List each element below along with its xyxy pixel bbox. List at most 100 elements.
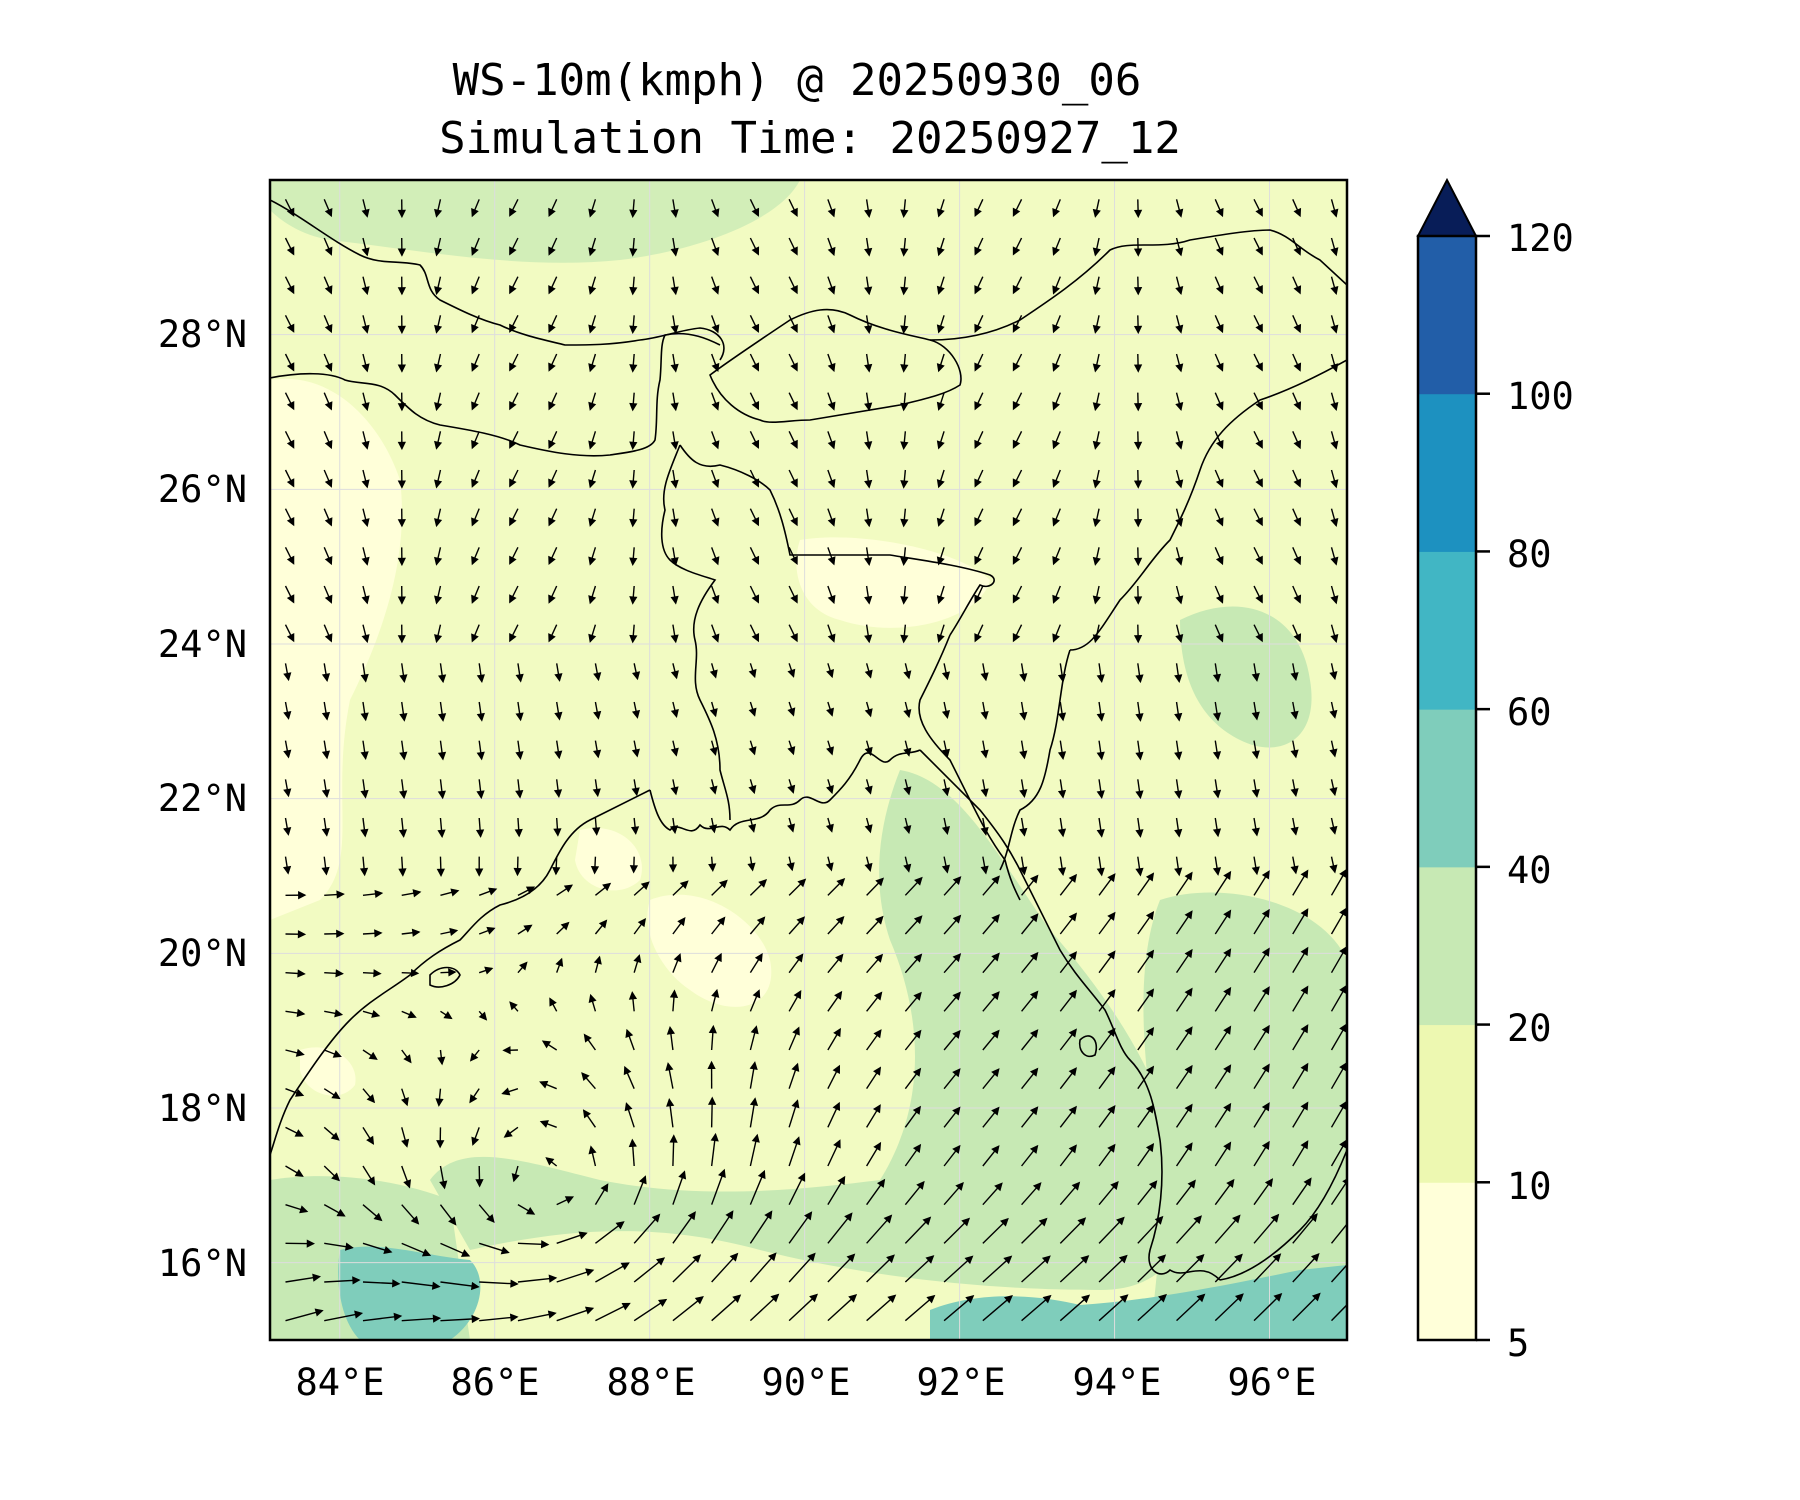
wind-arrow [362, 1126, 375, 1145]
wind-arrow [749, 624, 760, 643]
wind-arrow [509, 276, 519, 295]
wind-arrow [583, 1033, 596, 1051]
wind-arrow [284, 431, 295, 449]
calm-area [647, 894, 772, 1007]
wind-arrow [633, 1257, 666, 1283]
wind-arrow [1330, 431, 1339, 450]
wind-arrow [900, 624, 909, 644]
wind-arrow [904, 1067, 922, 1090]
wind-arrow [1052, 431, 1061, 450]
wind-arrow [749, 315, 760, 333]
wind-arrow [285, 1203, 309, 1214]
wind-arrow [904, 1029, 922, 1051]
wind-arrow [710, 392, 720, 411]
wind-arrow [1096, 779, 1105, 800]
wind-arrow [1329, 740, 1338, 758]
wind-arrow [900, 353, 909, 373]
wind-arrow [479, 1279, 519, 1288]
wind-arrow [903, 701, 912, 719]
wind-arrow [1175, 1142, 1193, 1167]
wind-arrow [1175, 547, 1184, 566]
wind-arrow [866, 1104, 881, 1128]
wind-arrow [517, 961, 528, 974]
wind-arrow [941, 701, 951, 719]
wind-arrow [509, 199, 519, 217]
wind-arrow [788, 1099, 800, 1128]
wind-arrow [548, 624, 558, 643]
wind-arrow [628, 991, 638, 1012]
wind-arrow [283, 663, 292, 682]
wind-arrow [633, 1298, 668, 1322]
wind-arrow [827, 508, 836, 527]
wind-arrow [1330, 276, 1339, 296]
wind-arrow [1052, 624, 1061, 643]
wind-arrow [1253, 315, 1263, 333]
wind-arrow [399, 779, 408, 800]
colorbar-swatch [1418, 551, 1476, 710]
wind-arrow [434, 508, 443, 528]
wind-arrow [1251, 856, 1260, 876]
colorbar-swatch [1418, 866, 1476, 1026]
wind-arrow [1012, 508, 1023, 527]
wind-arrow [900, 585, 909, 605]
wind-arrow [1253, 469, 1263, 488]
moderate-wind-area [1143, 892, 1347, 1340]
wind-arrow [827, 1293, 858, 1322]
wind-arrow [672, 880, 689, 896]
wind-arrow [670, 779, 679, 796]
wind-arrow [866, 877, 885, 896]
wind-arrow [1292, 469, 1302, 488]
wind-arrow [1174, 817, 1183, 838]
wind-arrow [1175, 469, 1184, 489]
wind-arrow [361, 276, 370, 296]
wind-arrow [864, 663, 873, 679]
wind-arrow [629, 469, 638, 489]
wind-arrow [936, 624, 945, 643]
wind-arrow [1176, 1253, 1205, 1283]
colorbar-swatch [1418, 1182, 1476, 1341]
wind-arrow [864, 624, 873, 644]
wind-arrow [1292, 585, 1302, 604]
wind-arrow [668, 856, 678, 873]
wind-arrow [1098, 911, 1116, 935]
wind-arrow [903, 779, 912, 796]
wind-arrow [864, 392, 873, 412]
wind-arrow [748, 663, 757, 679]
wind-arrow [541, 1040, 558, 1051]
wind-arrow [398, 856, 407, 877]
wind-arrow [629, 508, 638, 528]
wind-arrow [588, 1145, 597, 1167]
wind-arrow [1052, 237, 1061, 256]
wind-arrow [1059, 1028, 1077, 1051]
wind-arrow [982, 1068, 1000, 1090]
wind-arrow [1092, 237, 1101, 257]
wind-arrow [471, 624, 480, 643]
wind-arrow [471, 431, 480, 450]
wind-arrow [1059, 989, 1077, 1012]
wind-arrow [509, 315, 519, 333]
wind-arrow [749, 392, 760, 411]
wind-arrow [749, 989, 761, 1012]
wind-arrow [1292, 392, 1302, 411]
wind-arrow [511, 1165, 520, 1183]
wind-arrow [788, 1136, 801, 1167]
wind-arrow [517, 886, 536, 896]
wind-arrow [904, 1294, 936, 1322]
wind-arrow [1253, 908, 1270, 935]
wind-arrow [1330, 624, 1339, 644]
wind-arrow [515, 663, 524, 683]
wind-arrow [903, 817, 912, 835]
wind-arrow [1174, 779, 1183, 800]
wind-arrow [324, 929, 345, 938]
wind-arrow [549, 997, 558, 1012]
wind-arrow [1292, 547, 1302, 566]
wind-arrow [362, 1279, 401, 1288]
wind-arrow [827, 392, 836, 411]
wind-arrow [936, 508, 945, 527]
wind-arrow [1214, 948, 1232, 974]
wind-arrow [1214, 870, 1232, 896]
wind-arrow [903, 740, 912, 757]
wind-arrow [478, 887, 498, 896]
wind-arrow [827, 469, 836, 489]
